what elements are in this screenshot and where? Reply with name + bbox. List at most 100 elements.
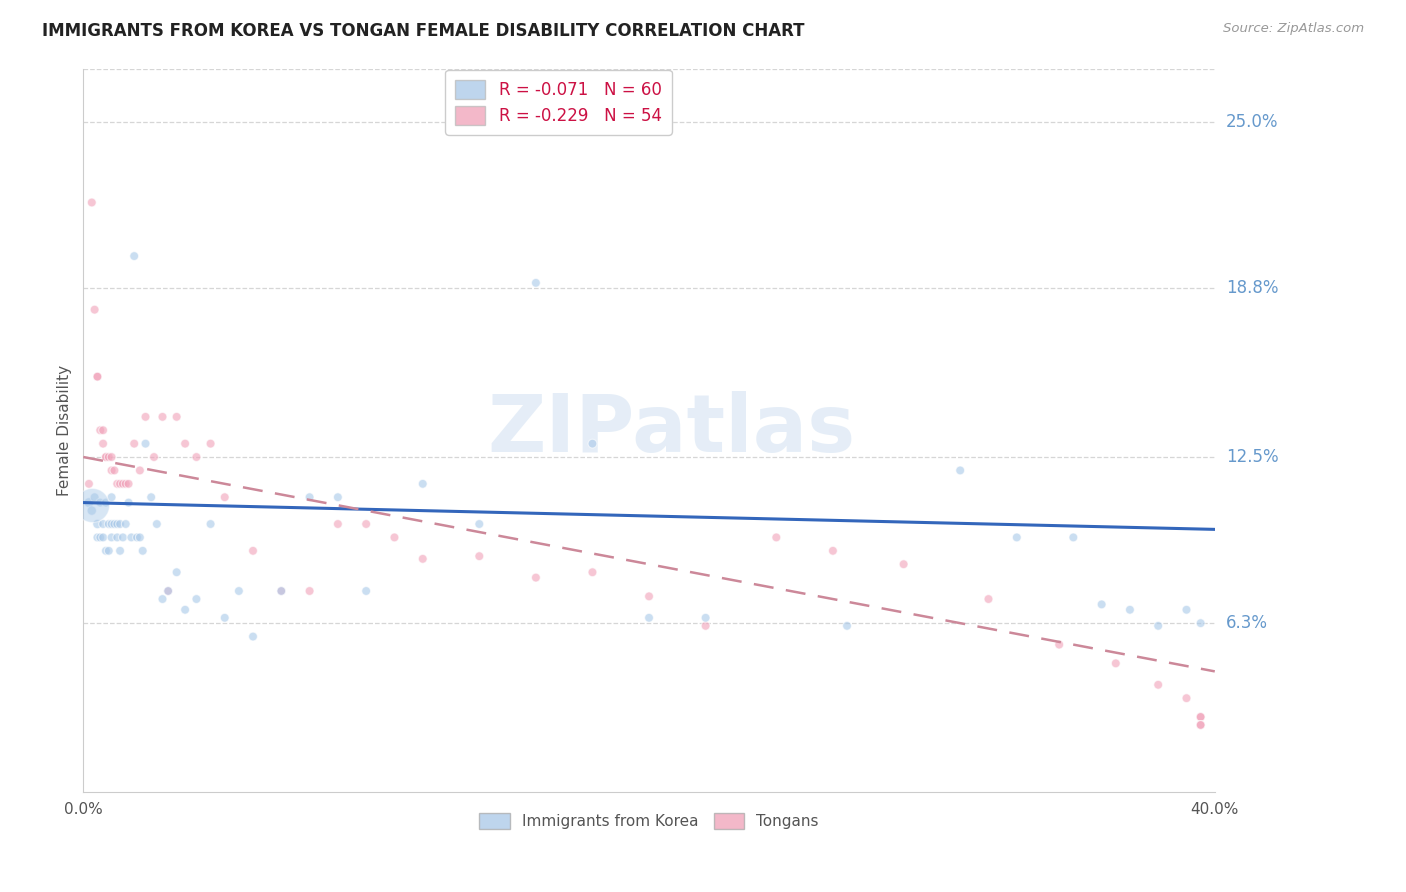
- Point: [412, 552, 434, 566]
- Point: [141, 490, 163, 504]
- Point: [100, 463, 122, 477]
- Point: [80, 503, 103, 517]
- Point: [977, 592, 1000, 607]
- Point: [105, 530, 128, 544]
- Point: [111, 530, 134, 544]
- Point: [1062, 530, 1084, 544]
- Point: [86, 369, 108, 384]
- Point: [89, 530, 111, 544]
- Point: [83, 490, 105, 504]
- Point: [94, 495, 117, 509]
- Point: [242, 544, 264, 558]
- Point: [174, 436, 197, 450]
- Point: [1175, 691, 1198, 706]
- Point: [131, 544, 153, 558]
- Point: [86, 516, 108, 531]
- Point: [949, 463, 972, 477]
- Point: [125, 530, 148, 544]
- Point: [128, 463, 150, 477]
- Point: [1189, 710, 1212, 724]
- Point: [1147, 619, 1170, 633]
- Point: [270, 584, 292, 599]
- Point: [1189, 710, 1212, 724]
- Point: [117, 495, 139, 509]
- Text: 25.0%: 25.0%: [1226, 113, 1278, 131]
- Point: [105, 516, 128, 531]
- Point: [89, 423, 111, 437]
- Point: [152, 409, 174, 424]
- Point: [228, 584, 250, 599]
- Point: [298, 584, 321, 599]
- Point: [89, 495, 111, 509]
- Point: [1189, 616, 1212, 631]
- Point: [91, 436, 114, 450]
- Point: [638, 590, 661, 604]
- Legend: Immigrants from Korea, Tongans: Immigrants from Korea, Tongans: [472, 806, 825, 835]
- Point: [120, 530, 142, 544]
- Point: [97, 516, 120, 531]
- Point: [108, 544, 131, 558]
- Point: [146, 516, 169, 531]
- Point: [354, 516, 377, 531]
- Point: [100, 530, 122, 544]
- Point: [94, 544, 117, 558]
- Point: [100, 490, 122, 504]
- Point: [128, 530, 150, 544]
- Point: [122, 436, 145, 450]
- Point: [835, 619, 858, 633]
- Point: [638, 611, 661, 625]
- Text: 18.8%: 18.8%: [1226, 279, 1278, 297]
- Point: [100, 450, 122, 464]
- Point: [1147, 678, 1170, 692]
- Point: [166, 409, 188, 424]
- Point: [157, 584, 180, 599]
- Point: [468, 549, 491, 564]
- Text: IMMIGRANTS FROM KOREA VS TONGAN FEMALE DISABILITY CORRELATION CHART: IMMIGRANTS FROM KOREA VS TONGAN FEMALE D…: [42, 22, 804, 40]
- Point: [695, 619, 717, 633]
- Point: [103, 516, 125, 531]
- Point: [1047, 638, 1070, 652]
- Point: [105, 476, 128, 491]
- Point: [91, 423, 114, 437]
- Point: [117, 476, 139, 491]
- Point: [765, 530, 787, 544]
- Point: [524, 571, 547, 585]
- Point: [1175, 603, 1198, 617]
- Point: [100, 516, 122, 531]
- Text: Source: ZipAtlas.com: Source: ZipAtlas.com: [1223, 22, 1364, 36]
- Point: [80, 498, 103, 512]
- Point: [91, 516, 114, 531]
- Point: [200, 516, 222, 531]
- Text: 6.3%: 6.3%: [1226, 615, 1268, 632]
- Point: [326, 490, 349, 504]
- Point: [77, 495, 100, 509]
- Text: ZIPatlas: ZIPatlas: [488, 392, 856, 469]
- Point: [166, 566, 188, 580]
- Point: [77, 476, 100, 491]
- Point: [200, 436, 222, 450]
- Point: [94, 450, 117, 464]
- Point: [91, 530, 114, 544]
- Point: [695, 611, 717, 625]
- Point: [893, 558, 915, 572]
- Point: [135, 409, 157, 424]
- Point: [97, 450, 120, 464]
- Point: [114, 516, 136, 531]
- Point: [86, 530, 108, 544]
- Point: [214, 490, 236, 504]
- Point: [468, 516, 491, 531]
- Point: [1005, 530, 1028, 544]
- Point: [412, 476, 434, 491]
- Point: [174, 603, 197, 617]
- Point: [108, 516, 131, 531]
- Point: [97, 544, 120, 558]
- Point: [326, 516, 349, 531]
- Point: [83, 302, 105, 317]
- Point: [270, 584, 292, 599]
- Point: [135, 436, 157, 450]
- Point: [152, 592, 174, 607]
- Point: [86, 369, 108, 384]
- Point: [122, 249, 145, 263]
- Point: [1189, 718, 1212, 732]
- Point: [581, 566, 603, 580]
